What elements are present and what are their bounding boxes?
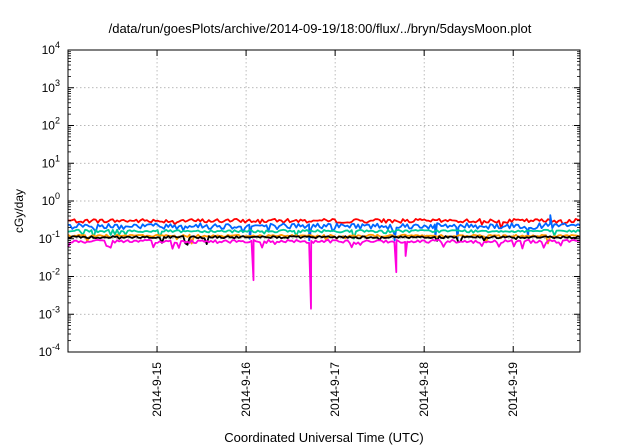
y-tick-label: 103 — [42, 78, 60, 95]
series-line-2 — [68, 214, 581, 242]
series-group — [67, 214, 581, 310]
x-tick-label: 2014-9-18 — [417, 362, 431, 417]
series-line-4 — [67, 233, 581, 245]
y-tick-label: 10-3 — [39, 304, 60, 321]
series-line-5 — [67, 235, 581, 246]
series-line-3 — [67, 228, 581, 240]
chart-title: /data/run/goesPlots/archive/2014-09-19/1… — [108, 21, 532, 36]
y-tick-label: 101 — [42, 153, 60, 170]
y-tick-label: 10-1 — [39, 229, 60, 246]
series-line-6 — [67, 239, 581, 310]
x-tick-label: 2014-9-16 — [239, 362, 253, 417]
series-line-1 — [67, 218, 581, 230]
grid — [68, 50, 580, 352]
axes: 10-4 10-3 10-2 10-1 100 101 102 103 104 2014-9-15… — [39, 40, 580, 417]
x-tick-label: 2014-9-15 — [150, 362, 164, 417]
y-tick-label: 10-4 — [39, 342, 60, 359]
x-axis-label: Coordinated Universal Time (UTC) — [224, 430, 424, 445]
x-tick-label: 2014-9-17 — [328, 362, 342, 417]
x-tick-label: 2014-9-19 — [506, 362, 520, 417]
y-tick-label: 102 — [42, 116, 60, 133]
y-tick-label: 100 — [42, 191, 60, 208]
y-tick-label: 10-2 — [39, 267, 60, 284]
y-tick-label: 104 — [42, 40, 60, 57]
